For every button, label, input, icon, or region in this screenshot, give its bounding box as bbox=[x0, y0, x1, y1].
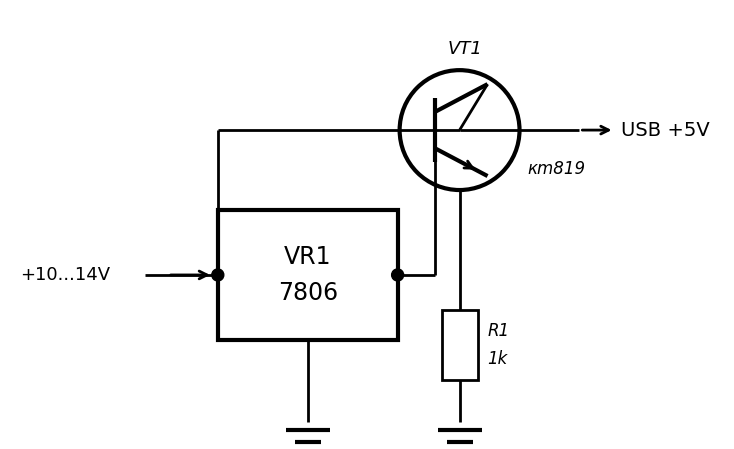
Text: VR1: VR1 bbox=[284, 245, 332, 269]
Text: USB +5V: USB +5V bbox=[622, 121, 711, 140]
Circle shape bbox=[392, 269, 404, 281]
Text: VT1: VT1 bbox=[447, 40, 482, 58]
Circle shape bbox=[212, 269, 224, 281]
Bar bbox=[442, 310, 478, 380]
Text: кm819: кm819 bbox=[528, 160, 586, 178]
Bar bbox=[218, 210, 398, 340]
Text: R1: R1 bbox=[487, 322, 509, 340]
Text: 1k: 1k bbox=[487, 350, 508, 368]
Text: 7806: 7806 bbox=[277, 281, 338, 305]
Text: +10...14V: +10...14V bbox=[20, 266, 110, 284]
